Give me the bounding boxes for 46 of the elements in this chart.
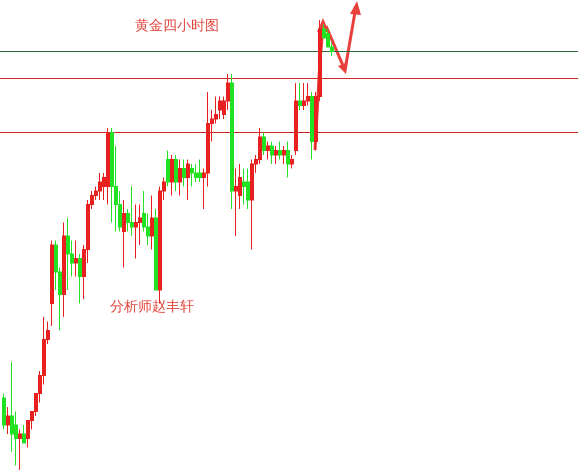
candlestick xyxy=(106,128,110,205)
candlestick xyxy=(250,159,254,250)
candlestick xyxy=(18,429,22,470)
candlestick xyxy=(122,200,126,268)
candlestick xyxy=(306,82,310,106)
candlestick xyxy=(178,159,182,196)
candlestick xyxy=(230,74,234,210)
candlestick xyxy=(6,406,10,434)
candlestick xyxy=(150,195,154,250)
candlestick xyxy=(246,168,250,210)
candlestick xyxy=(290,154,294,169)
annotation: 分析师赵丰轩 xyxy=(110,299,194,315)
candlestick xyxy=(166,150,170,187)
candlestick xyxy=(182,159,186,187)
candlestick xyxy=(2,393,6,430)
candlestick xyxy=(274,146,278,164)
candlestick xyxy=(266,141,270,160)
candlestick xyxy=(278,141,282,160)
candlestick xyxy=(302,82,306,110)
candlestick xyxy=(186,159,190,200)
candlestick xyxy=(310,92,314,160)
candlestick xyxy=(218,96,222,120)
candlestick xyxy=(170,154,174,196)
candlestick xyxy=(130,186,134,236)
candlestick xyxy=(234,168,238,236)
candlestick xyxy=(270,141,274,164)
candlestick xyxy=(282,146,286,164)
chart-title: 黄金四小时图 xyxy=(135,18,219,34)
candlestick xyxy=(298,82,302,110)
candlestick xyxy=(74,240,78,277)
candlestick xyxy=(78,254,82,304)
candlestick xyxy=(174,154,178,192)
candlestick xyxy=(50,240,54,326)
candlestick xyxy=(262,132,266,156)
candlestick xyxy=(194,164,198,182)
candlestick xyxy=(62,222,66,318)
candlestick xyxy=(294,82,298,156)
candlestick xyxy=(154,208,158,290)
candlestick xyxy=(66,218,70,290)
candlestick xyxy=(22,424,26,444)
candlestick xyxy=(242,168,246,205)
candlestick xyxy=(134,204,138,259)
candlestick xyxy=(286,141,290,178)
candlestick xyxy=(98,172,102,200)
candlestick xyxy=(198,159,202,182)
candlestick xyxy=(190,164,194,187)
